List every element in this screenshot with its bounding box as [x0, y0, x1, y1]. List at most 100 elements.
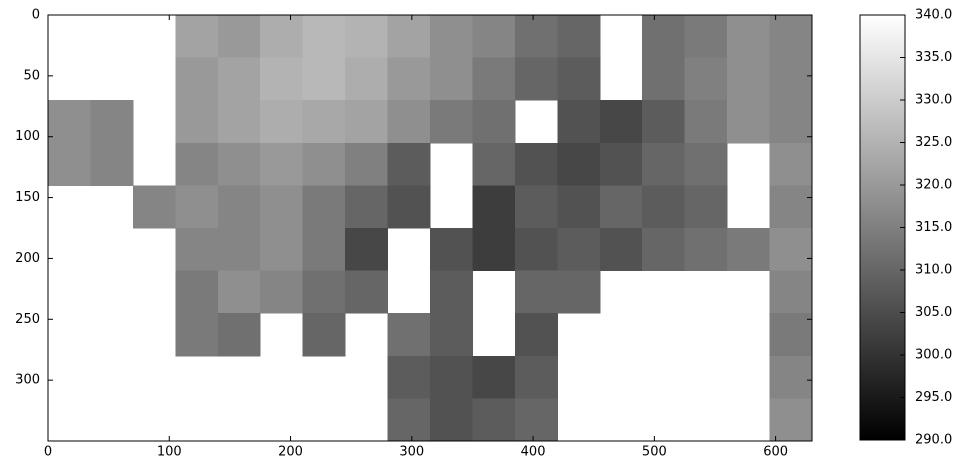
heatmap-cell [685, 100, 728, 143]
heatmap-cell [218, 143, 261, 186]
heatmap-cell [388, 58, 431, 101]
heatmap-cell [260, 100, 303, 143]
colorbar-tick-label: 340.0 [915, 8, 952, 23]
y-tick-label: 100 [15, 129, 40, 144]
chart: 0100200300400500600050100150200250300290… [0, 0, 965, 460]
heatmap-cell [557, 58, 600, 101]
heatmap-cell [90, 143, 133, 186]
heatmap-cell [90, 100, 133, 143]
heatmap-cell [175, 58, 218, 101]
x-tick-label: 300 [399, 445, 424, 460]
heatmap-cell [770, 228, 813, 271]
heatmap-cell [388, 313, 431, 356]
heatmap-cell [770, 398, 813, 441]
heatmap-cell [430, 15, 473, 58]
heatmap-cell [175, 228, 218, 271]
heatmap-cell [133, 185, 176, 228]
heatmap-cell [345, 15, 388, 58]
y-tick-label: 0 [32, 8, 40, 23]
heatmap-cell [685, 185, 728, 228]
heatmap-cell [303, 100, 346, 143]
heatmap-cell [345, 100, 388, 143]
heatmap-cell [345, 271, 388, 314]
heatmap-cell [600, 143, 643, 186]
heatmap-cell [642, 228, 685, 271]
heatmap-cell [685, 228, 728, 271]
heatmap-cell [515, 15, 558, 58]
heatmap-cell [515, 356, 558, 399]
heatmap-cell [430, 313, 473, 356]
heatmap-cell [218, 15, 261, 58]
heatmap-cell [218, 58, 261, 101]
heatmap-cell [303, 271, 346, 314]
colorbar-tick-label: 295.0 [915, 390, 952, 405]
heatmap-cell [600, 100, 643, 143]
heatmap-cell [175, 271, 218, 314]
heatmap-cell [515, 313, 558, 356]
heatmap-cell [345, 58, 388, 101]
heatmap-cell [303, 228, 346, 271]
heatmap-cell [472, 356, 515, 399]
heatmap-cell [642, 185, 685, 228]
colorbar-tick-label: 330.0 [915, 93, 952, 108]
heatmap-cell [430, 228, 473, 271]
heatmap-cell [727, 58, 770, 101]
colorbar-tick-label: 335.0 [915, 50, 952, 65]
y-tick-label: 150 [15, 190, 40, 205]
heatmap-cell [303, 15, 346, 58]
heatmap-cell [642, 58, 685, 101]
heatmap-cell [345, 185, 388, 228]
heatmap-cell [260, 15, 303, 58]
heatmap-cell [388, 15, 431, 58]
heatmap-cell [48, 100, 91, 143]
heatmap-cell [685, 58, 728, 101]
heatmap-cell [388, 143, 431, 186]
y-tick-label: 300 [15, 373, 40, 388]
heatmap-cell [685, 143, 728, 186]
heatmap-cell [515, 398, 558, 441]
heatmap-cell [727, 100, 770, 143]
heatmap-cell [48, 143, 91, 186]
x-tick-label: 100 [157, 445, 182, 460]
heatmap-cell [557, 15, 600, 58]
heatmap-cell [345, 143, 388, 186]
heatmap-cell [515, 58, 558, 101]
heatmap-cell [260, 185, 303, 228]
heatmap-cell [515, 143, 558, 186]
colorbar-tick-label: 290.0 [915, 433, 952, 448]
heatmap-cell [218, 313, 261, 356]
heatmap-cell [600, 228, 643, 271]
heatmap-cell [472, 100, 515, 143]
heatmap-cell [472, 58, 515, 101]
heatmap-cell [303, 58, 346, 101]
colorbar-tick-label: 315.0 [915, 220, 952, 235]
heatmap-cell [515, 271, 558, 314]
heatmap-cell [303, 143, 346, 186]
heatmap-cell [430, 100, 473, 143]
heatmap-cell [557, 185, 600, 228]
heatmap-cell [557, 100, 600, 143]
heatmap-cell [557, 143, 600, 186]
heatmap-cell [175, 143, 218, 186]
heatmap-cell [600, 185, 643, 228]
heatmap-cell [472, 228, 515, 271]
heatmap-cell [260, 228, 303, 271]
x-tick-label: 500 [642, 445, 667, 460]
heatmap-cell [260, 271, 303, 314]
heatmap-cell [388, 398, 431, 441]
heatmap-cell [175, 313, 218, 356]
heatmap-cell [642, 100, 685, 143]
x-tick-label: 0 [44, 445, 52, 460]
heatmap-cell [727, 228, 770, 271]
y-tick-label: 200 [15, 251, 40, 266]
x-tick-label: 400 [521, 445, 546, 460]
heatmap-cell [770, 356, 813, 399]
heatmap-cell [770, 100, 813, 143]
heatmap-cell [388, 100, 431, 143]
heatmap-cell [557, 228, 600, 271]
colorbar-tick-label: 305.0 [915, 305, 952, 320]
y-tick-label: 250 [15, 312, 40, 327]
heatmap-cell [260, 58, 303, 101]
heatmap-cell [770, 271, 813, 314]
heatmap-cell [770, 15, 813, 58]
